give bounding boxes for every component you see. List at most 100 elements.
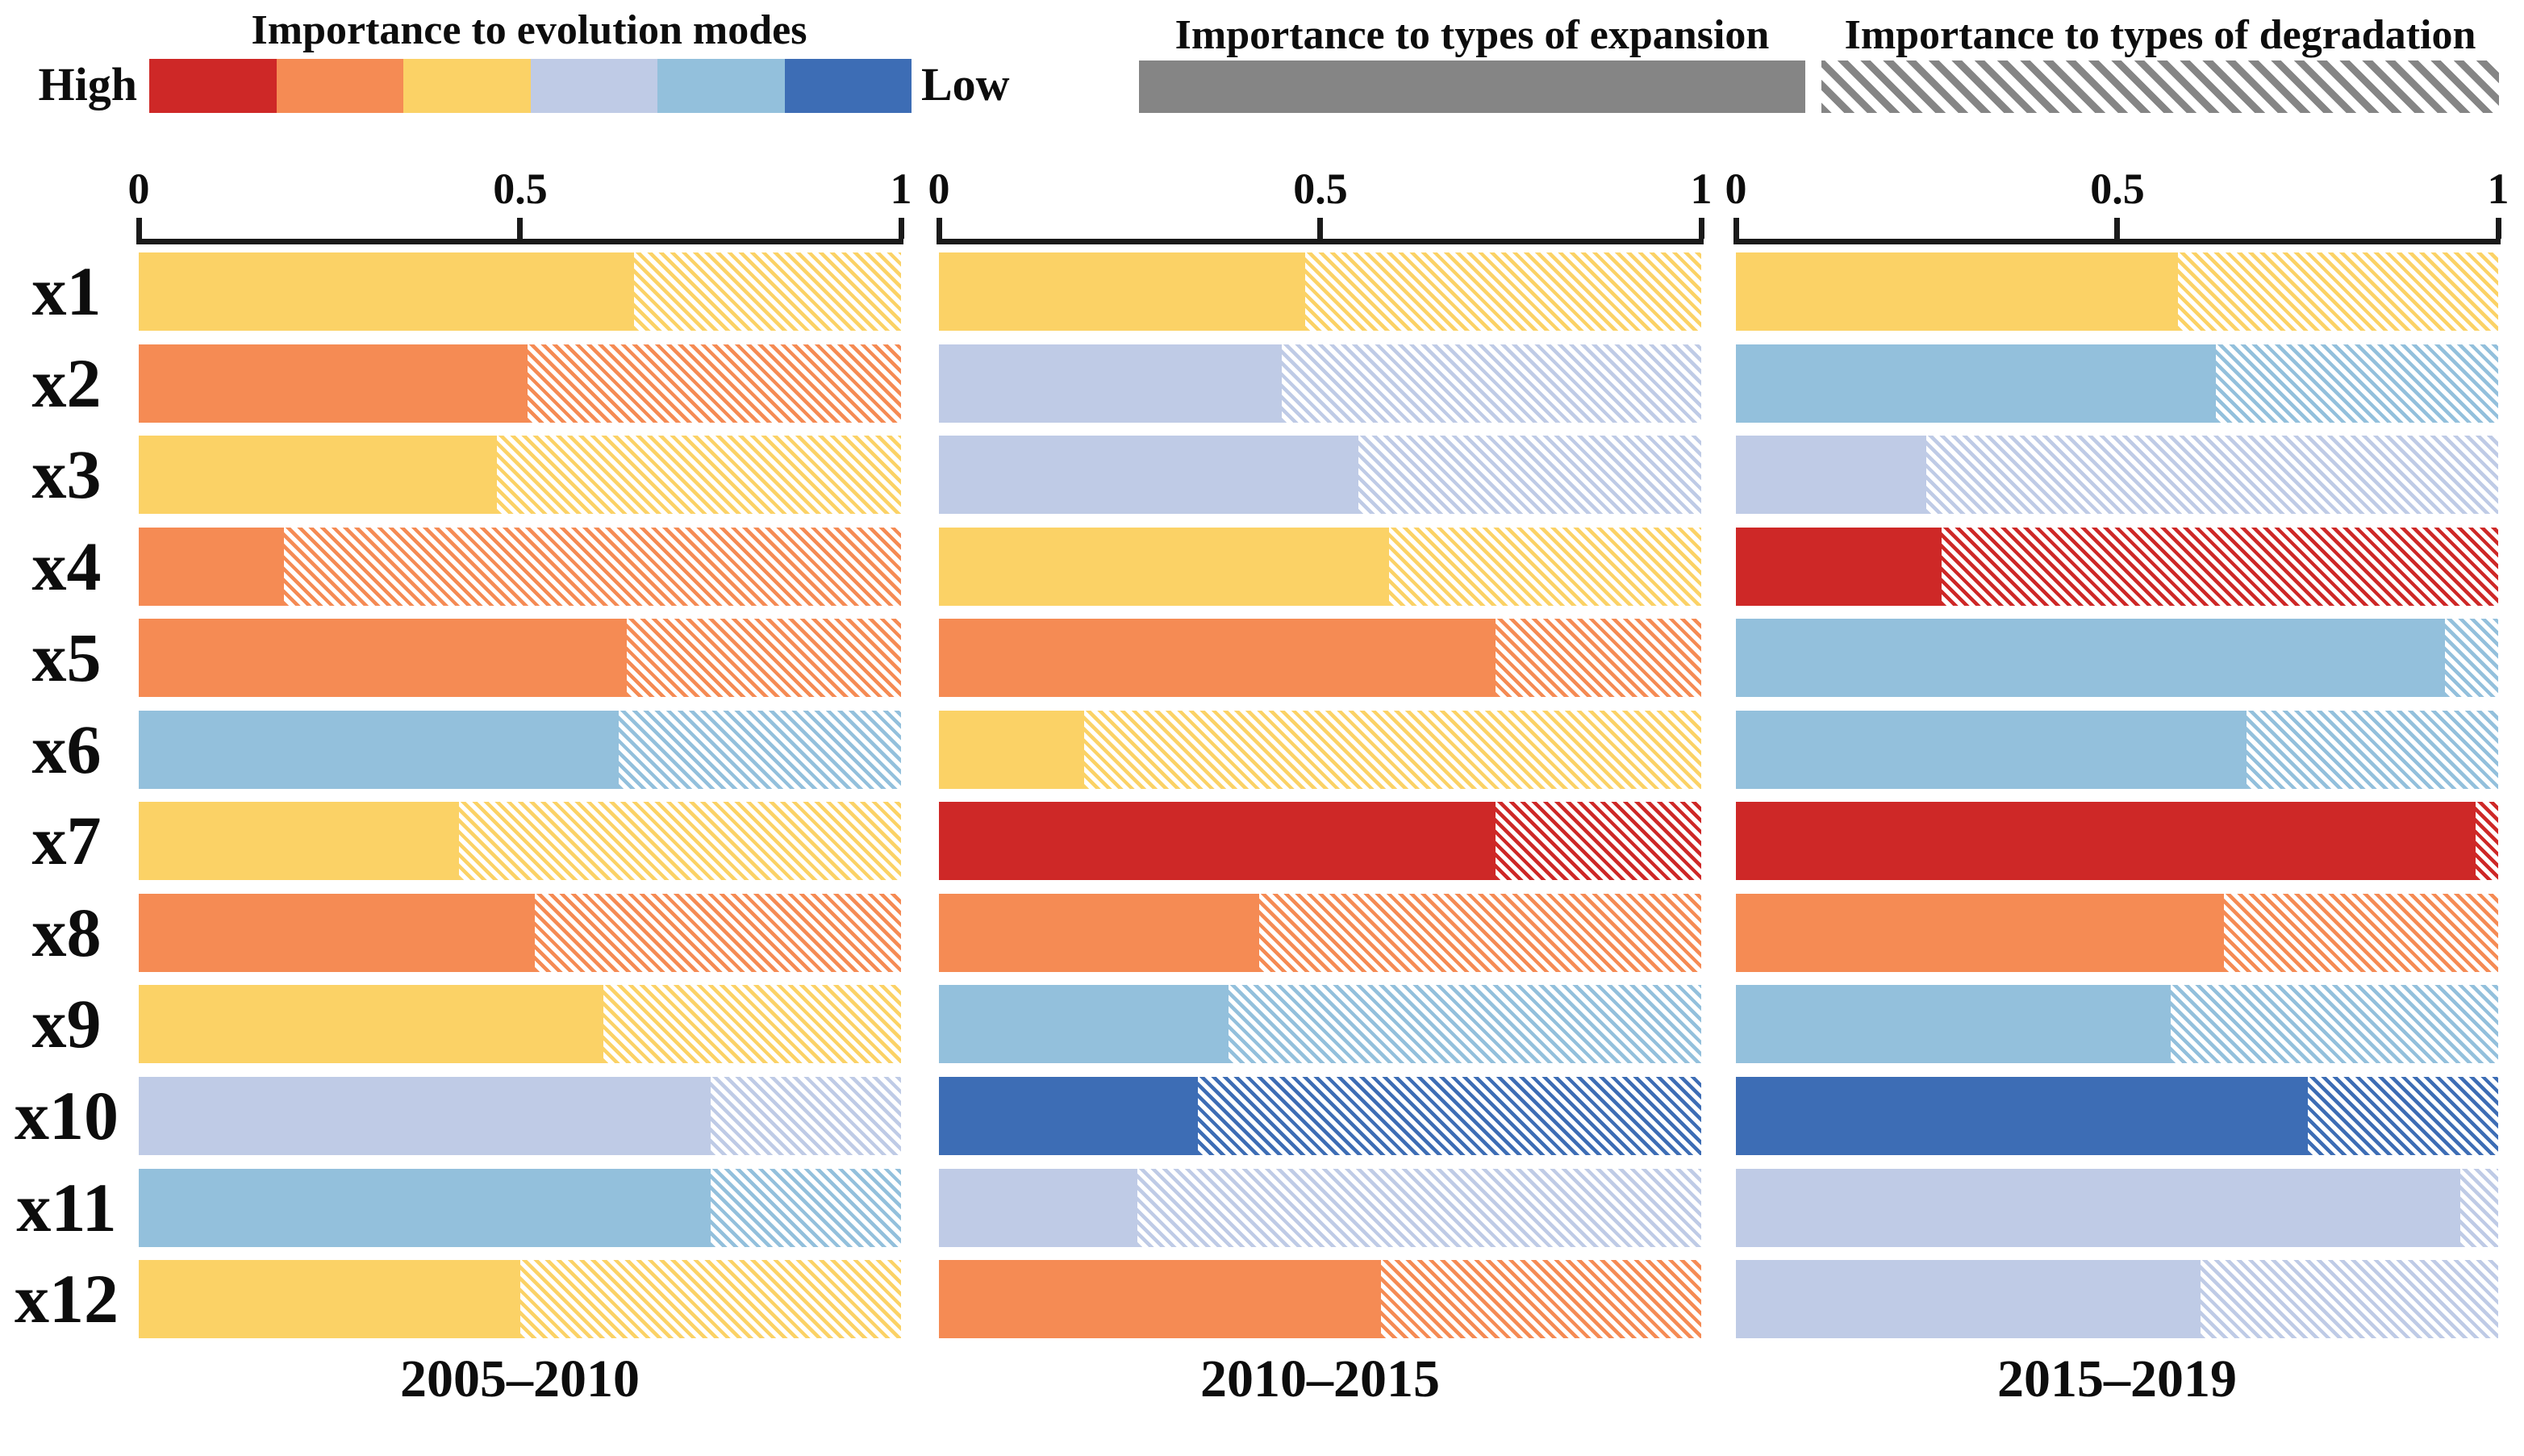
legend-expansion-bar — [1139, 60, 1805, 113]
bar-row-2015–2019-x7 — [1736, 802, 2498, 880]
bar-solid-expansion-segment — [1736, 252, 2179, 331]
x-axis-tick — [1733, 218, 1739, 239]
bar-row-2005–2010-x3 — [139, 436, 901, 514]
bar-row-2005–2010-x1 — [139, 252, 901, 331]
legend-expansion-title: Importance to types of expansion — [1174, 12, 1770, 58]
period-label-2010–2015: 2010–2015 — [1200, 1350, 1440, 1408]
x-axis-line — [136, 239, 903, 244]
bar-row-2010–2015-x8 — [939, 894, 1701, 972]
bar-solid-expansion-segment — [939, 1077, 1199, 1155]
bar-solid-expansion-segment — [139, 1169, 711, 1247]
bar-solid-expansion-segment — [1736, 1169, 2460, 1247]
bar-solid-expansion-segment — [1736, 528, 1942, 606]
bar-row-2015–2019-x8 — [1736, 894, 2498, 972]
bar-hatched-degradation-segment — [1229, 985, 1701, 1063]
bar-solid-expansion-segment — [139, 619, 627, 697]
x-axis-tick — [899, 218, 904, 239]
bar-hatched-degradation-segment — [1358, 436, 1701, 514]
row-label-x10: x10 — [15, 1077, 119, 1154]
bar-row-2010–2015-x11 — [939, 1169, 1701, 1247]
bar-hatched-degradation-segment — [1282, 344, 1701, 423]
row-label-x5: x5 — [31, 619, 102, 696]
bar-solid-expansion-segment — [939, 802, 1496, 880]
bar-row-2015–2019-x9 — [1736, 985, 2498, 1063]
x-axis-tick-label: 0 — [127, 165, 150, 213]
row-label-x2: x2 — [31, 344, 102, 422]
x-axis-tick-label: 1 — [1690, 165, 1713, 213]
bar-row-2010–2015-x10 — [939, 1077, 1701, 1155]
x-axis-tick-label: 0.5 — [493, 165, 548, 213]
bar-row-2010–2015-x7 — [939, 802, 1701, 880]
bar-row-2015–2019-x5 — [1736, 619, 2498, 697]
bar-row-2005–2010-x6 — [139, 711, 901, 789]
bar-solid-expansion-segment — [939, 619, 1496, 697]
bar-solid-expansion-segment — [939, 894, 1259, 972]
row-label-x9: x9 — [31, 985, 102, 1062]
row-label-x7: x7 — [31, 802, 102, 879]
bar-hatched-degradation-segment — [458, 802, 901, 880]
bar-row-2010–2015-x12 — [939, 1260, 1701, 1338]
bar-solid-expansion-segment — [1736, 985, 2171, 1063]
bar-row-2015–2019-x2 — [1736, 344, 2498, 423]
bar-hatched-degradation-segment — [1942, 528, 2498, 606]
bar-hatched-degradation-segment — [710, 1077, 901, 1155]
bar-solid-expansion-segment — [139, 802, 459, 880]
bar-solid-expansion-segment — [139, 894, 536, 972]
legend-evolution-modes-colorbar — [149, 59, 912, 113]
bar-solid-expansion-segment — [939, 985, 1229, 1063]
x-axis-tick-label: 0.5 — [1293, 165, 1348, 213]
bar-solid-expansion-segment — [139, 528, 284, 606]
x-axis-tick — [136, 218, 142, 239]
bar-solid-expansion-segment — [939, 344, 1283, 423]
bar-solid-expansion-segment — [1736, 344, 2217, 423]
bar-row-2015–2019-x3 — [1736, 436, 2498, 514]
bar-row-2015–2019-x11 — [1736, 1169, 2498, 1247]
bar-row-2005–2010-x4 — [139, 528, 901, 606]
bar-solid-expansion-segment — [1736, 894, 2224, 972]
bar-row-2005–2010-x11 — [139, 1169, 901, 1247]
bar-hatched-degradation-segment — [1083, 711, 1701, 789]
legend-swatch-light_blue — [657, 59, 785, 113]
bar-solid-expansion-segment — [939, 711, 1084, 789]
bar-solid-expansion-segment — [1736, 619, 2445, 697]
x-axis-tick-label: 0 — [1725, 165, 1747, 213]
bar-hatched-degradation-segment — [2307, 1077, 2498, 1155]
bar-hatched-degradation-segment — [603, 985, 901, 1063]
bar-hatched-degradation-segment — [1304, 252, 1701, 331]
bar-hatched-degradation-segment — [2459, 1169, 2498, 1247]
legend-swatch-pale_blue — [530, 59, 657, 113]
bar-hatched-degradation-segment — [1198, 1077, 1701, 1155]
period-label-2005–2010: 2005–2010 — [400, 1350, 640, 1408]
bar-solid-expansion-segment — [139, 985, 604, 1063]
x-axis-tick — [1699, 218, 1704, 239]
bar-hatched-degradation-segment — [527, 344, 901, 423]
x-axis-tick — [2114, 218, 2120, 239]
bar-hatched-degradation-segment — [2178, 252, 2498, 331]
legend-swatch-orange — [276, 59, 403, 113]
bar-solid-expansion-segment — [1736, 1077, 2308, 1155]
legend-low-label: Low — [921, 58, 1010, 111]
bar-solid-expansion-segment — [939, 252, 1305, 331]
row-label-x3: x3 — [31, 436, 102, 513]
bar-row-2005–2010-x2 — [139, 344, 901, 423]
bar-hatched-degradation-segment — [2170, 985, 2498, 1063]
legend-swatch-yellow — [403, 59, 531, 113]
legend-degradation-title: Importance to types of degradation — [1844, 12, 2476, 58]
bar-solid-expansion-segment — [1736, 1260, 2201, 1338]
bar-row-2010–2015-x4 — [939, 528, 1701, 606]
x-axis-tick-label: 0 — [928, 165, 950, 213]
legend-swatch-blue — [784, 59, 912, 113]
bar-hatched-degradation-segment — [1388, 528, 1701, 606]
bar-row-2010–2015-x2 — [939, 344, 1701, 423]
bar-row-2015–2019-x12 — [1736, 1260, 2498, 1338]
x-axis-tick — [1317, 218, 1323, 239]
bar-solid-expansion-segment — [139, 252, 635, 331]
x-axis-tick-label: 1 — [890, 165, 912, 213]
bar-hatched-degradation-segment — [1926, 436, 2498, 514]
bar-row-2010–2015-x3 — [939, 436, 1701, 514]
bar-row-2010–2015-x5 — [939, 619, 1701, 697]
bar-solid-expansion-segment — [139, 1260, 520, 1338]
bar-hatched-degradation-segment — [2444, 619, 2498, 697]
bar-hatched-degradation-segment — [1381, 1260, 1701, 1338]
